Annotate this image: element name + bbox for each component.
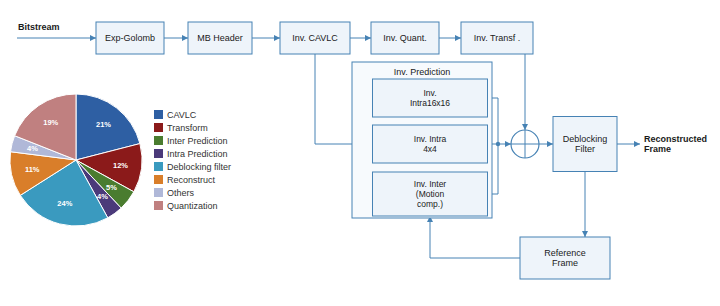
data-label: 24%: [57, 199, 72, 208]
annotation-line: Reference: [544, 248, 586, 258]
legend-swatch: [154, 110, 163, 119]
legend-item: Inter Prediction: [154, 136, 228, 146]
data-label: 5%: [106, 183, 117, 192]
arrow: [498, 144, 511, 145]
legend-item: CAVLC: [154, 110, 197, 120]
legend-label: Transform: [167, 123, 208, 133]
pie: 21%12%5%4%24%11%4%19%: [10, 94, 142, 226]
pie-slice: [20, 160, 108, 226]
figure: 21%12%5%4%24%11%4%19%CAVLCTransformInter…: [0, 0, 720, 306]
legend: CAVLC Transform Inter Prediction Intra Pred…: [154, 110, 231, 211]
legend-label: CAVLC: [167, 110, 197, 120]
annotation: Bitstream: [18, 22, 60, 32]
arrow: [525, 54, 526, 130]
legend-swatch: [154, 201, 163, 210]
arrow: [539, 144, 553, 145]
annotation-line: Reconstructed: [644, 134, 707, 144]
legend-item: Intra Prediction: [154, 149, 228, 159]
data-label: 19%: [43, 118, 58, 127]
legend-label: Inter Prediction: [167, 136, 228, 146]
annotation-line: Inv. Prediction: [394, 67, 450, 77]
annotation: DeblockingFilter: [563, 134, 608, 155]
annotation-line: comp.): [417, 199, 443, 209]
arrow: [252, 38, 280, 39]
block: [280, 22, 350, 54]
block: [371, 22, 439, 54]
block: [553, 117, 617, 172]
legend-swatch: [154, 162, 163, 171]
annotation: Inv. Prediction: [394, 67, 450, 77]
annotation: MB Header: [197, 33, 243, 43]
arrow: [430, 216, 520, 258]
legend-item: Others: [154, 188, 195, 198]
pie-slice: [15, 94, 76, 160]
annotation-line: Inv. CAVLC: [292, 33, 338, 43]
arrow: [439, 38, 461, 39]
annotation: ReconstructedFrame: [644, 134, 707, 155]
arrow: [350, 38, 371, 39]
annotation-line: Frame: [552, 258, 578, 268]
block: [373, 79, 488, 117]
annotation: Inv.Intra16x16: [410, 88, 450, 108]
annotation-line: Inv. Inter: [414, 179, 447, 189]
legend-item: Transform: [154, 123, 208, 133]
blocks: [96, 22, 617, 279]
block: [520, 237, 610, 279]
legend-swatch: [154, 188, 163, 197]
annotation-line: Bitstream: [18, 22, 60, 32]
annotation-line: Intra16x16: [410, 98, 450, 108]
block: [461, 22, 533, 54]
annotation: Inv. Quant.: [383, 33, 426, 43]
data-label: 12%: [113, 161, 128, 170]
annotation-line: 4x4: [423, 144, 437, 154]
block-group: [352, 62, 492, 218]
legend-item: Deblocking filter: [154, 162, 231, 172]
data-label: 21%: [96, 120, 111, 129]
arrow: [17, 38, 96, 39]
block: [373, 172, 488, 216]
legend-label: Quantization: [167, 201, 218, 211]
legend-item: Reconstruct: [154, 175, 216, 185]
annotation-line: Deblocking: [563, 134, 608, 144]
annotation: Exp-Golomb: [105, 33, 155, 43]
arrow: [617, 144, 640, 145]
annotation: Inv. Intra4x4: [414, 134, 447, 154]
arrow: [164, 38, 188, 39]
legend-label: Others: [167, 188, 195, 198]
legend-item: Quantization: [154, 201, 218, 211]
annotation: Inv. CAVLC: [292, 33, 338, 43]
block: [188, 22, 252, 54]
legend-label: Deblocking filter: [167, 162, 231, 172]
block: [96, 22, 164, 54]
legend-label: Reconstruct: [167, 175, 216, 185]
legend-swatch: [154, 175, 163, 184]
legend-swatch: [154, 136, 163, 145]
annotation: Inv. Inter(Motioncomp.): [414, 179, 447, 209]
arrow: [585, 172, 586, 238]
block-labels: Bitstream Exp-Golomb MB Header Inv. CAVLC In…: [18, 22, 707, 268]
annotation-line: Filter: [575, 144, 595, 154]
data-label: 4%: [27, 144, 38, 153]
annotation-line: Inv. Intra: [414, 134, 447, 144]
block-diagram: Bitstream Exp-Golomb MB Header Inv. CAVLC In…: [17, 22, 707, 279]
data-label: 4%: [97, 192, 108, 201]
adder-sign: [511, 130, 539, 158]
annotation-line: Frame: [644, 144, 671, 154]
annotation: ReferenceFrame: [544, 248, 586, 269]
annotation-line: Inv. Transf .: [474, 33, 520, 43]
legend-label: Intra Prediction: [167, 149, 228, 159]
legend-swatch: [154, 123, 163, 132]
adder: [511, 130, 539, 158]
annotation-line: Inv. Quant.: [383, 33, 426, 43]
legend-swatch: [154, 149, 163, 158]
block: [373, 125, 488, 163]
annotation-line: MB Header: [197, 33, 243, 43]
annotation-line: Exp-Golomb: [105, 33, 155, 43]
annotation-line: Inv.: [423, 88, 436, 98]
annotation: Inv. Transf .: [474, 33, 520, 43]
connectors: [17, 38, 640, 258]
annotation-line: (Motion: [416, 189, 445, 199]
data-label: 11%: [25, 165, 40, 174]
